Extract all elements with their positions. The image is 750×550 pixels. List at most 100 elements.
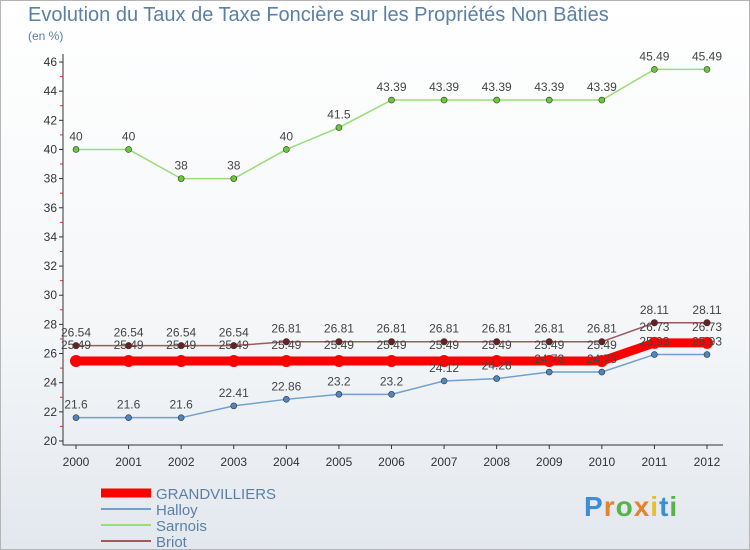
- data-point: [335, 391, 343, 398]
- legend-label: Halloy: [156, 502, 198, 519]
- data-label: 23.2: [380, 374, 404, 388]
- data-label: 26.81: [324, 322, 354, 336]
- data-label: 26.73: [639, 320, 669, 334]
- x-tick-label: 2002: [168, 455, 195, 469]
- data-point: [177, 414, 185, 421]
- x-tick-label: 2001: [115, 455, 142, 469]
- data-label: 22.41: [219, 386, 249, 400]
- data-point: [493, 96, 500, 104]
- data-point: [227, 354, 240, 367]
- data-point: [703, 66, 711, 73]
- data-point: [438, 354, 451, 367]
- data-label: 28.11: [692, 303, 721, 317]
- data-point: [490, 354, 503, 367]
- data-point: [125, 342, 133, 350]
- data-point: [388, 96, 395, 104]
- data-label: 25.49: [324, 338, 354, 352]
- logo-letter: r: [603, 491, 616, 522]
- data-label: 23.2: [327, 374, 351, 388]
- data-point: [701, 336, 713, 349]
- data-point: [282, 338, 290, 346]
- data-label: 40: [69, 129, 83, 143]
- data-point: [387, 338, 395, 346]
- data-label: 26.54: [166, 326, 196, 340]
- x-tick-label: 2003: [220, 455, 247, 469]
- data-label: 43.39: [376, 80, 406, 94]
- data-label: 41.5: [327, 108, 351, 122]
- data-label: 26.81: [376, 322, 406, 336]
- data-point: [283, 146, 290, 153]
- y-tick-label: 24: [44, 376, 58, 390]
- logo-letter: i: [669, 491, 679, 522]
- data-label: 40: [280, 129, 294, 143]
- data-point: [545, 96, 553, 104]
- data-label: 24.73: [587, 352, 617, 366]
- data-label: 21.6: [64, 398, 88, 412]
- x-tick-label: 2007: [431, 455, 458, 469]
- proxiti-logo: Proxiti: [584, 491, 678, 523]
- data-label: 26.81: [429, 322, 459, 336]
- data-point: [703, 351, 711, 358]
- data-point: [598, 338, 606, 346]
- data-label: 38: [227, 159, 241, 173]
- x-tick-label: 2010: [588, 455, 615, 469]
- data-label: 25.49: [271, 338, 301, 352]
- data-point: [230, 402, 238, 410]
- data-label: 25.49: [114, 338, 144, 352]
- data-label: 28.11: [640, 303, 669, 317]
- data-point: [125, 146, 132, 153]
- data-point: [177, 175, 185, 182]
- data-point: [651, 66, 658, 73]
- data-point: [72, 342, 80, 350]
- data-point: [388, 391, 395, 398]
- data-point: [70, 354, 82, 367]
- data-label: 26.81: [534, 322, 564, 336]
- x-tick-label: 2009: [536, 455, 563, 469]
- x-tick-label: 2005: [326, 455, 353, 469]
- x-tick-label: 2000: [63, 455, 90, 469]
- data-point: [72, 146, 80, 153]
- data-point: [335, 338, 343, 346]
- y-tick-label: 42: [44, 113, 58, 127]
- logo-letter: o: [615, 491, 634, 522]
- data-label: 25.49: [534, 338, 564, 352]
- x-tick-label: 2012: [694, 455, 721, 469]
- y-tick-label: 30: [44, 288, 58, 302]
- y-tick-label: 22: [44, 405, 58, 419]
- data-label: 43.39: [429, 80, 459, 94]
- data-point: [648, 336, 661, 349]
- data-label: 25.93: [639, 335, 669, 349]
- legend-label: Briot: [156, 534, 188, 549]
- data-label: 25.49: [61, 338, 91, 352]
- y-tick-label: 20: [44, 434, 58, 448]
- y-tick-label: 36: [44, 201, 58, 215]
- legend-label: GRANDVILLIERS: [156, 486, 276, 503]
- data-label: 21.6: [169, 398, 193, 412]
- data-label: 22.86: [271, 379, 301, 393]
- x-tick-label: 2011: [642, 455, 668, 469]
- data-label: 24.73: [534, 352, 564, 366]
- data-label: 25.49: [429, 338, 459, 352]
- data-point: [595, 354, 608, 367]
- logo-letter: i: [650, 491, 660, 522]
- y-tick-label: 46: [44, 55, 58, 69]
- unit-label: (en %): [28, 29, 64, 43]
- data-label: 25.49: [376, 338, 406, 352]
- logo-letter: t: [659, 491, 670, 522]
- y-tick-label: 38: [44, 172, 58, 186]
- data-label: 26.81: [271, 322, 301, 336]
- data-point: [440, 96, 448, 104]
- chart-title: Evolution du Taux de Taxe Foncière sur l…: [28, 4, 609, 26]
- data-point: [493, 375, 500, 382]
- data-point: [230, 175, 238, 182]
- logo-letter: P: [584, 491, 604, 522]
- data-label: 25.49: [482, 338, 512, 352]
- data-point: [703, 319, 711, 327]
- data-label: 25.49: [166, 338, 196, 352]
- data-label: 43.39: [482, 80, 512, 94]
- data-point: [440, 338, 448, 346]
- data-point: [175, 354, 188, 367]
- data-label: 25.49: [219, 338, 249, 352]
